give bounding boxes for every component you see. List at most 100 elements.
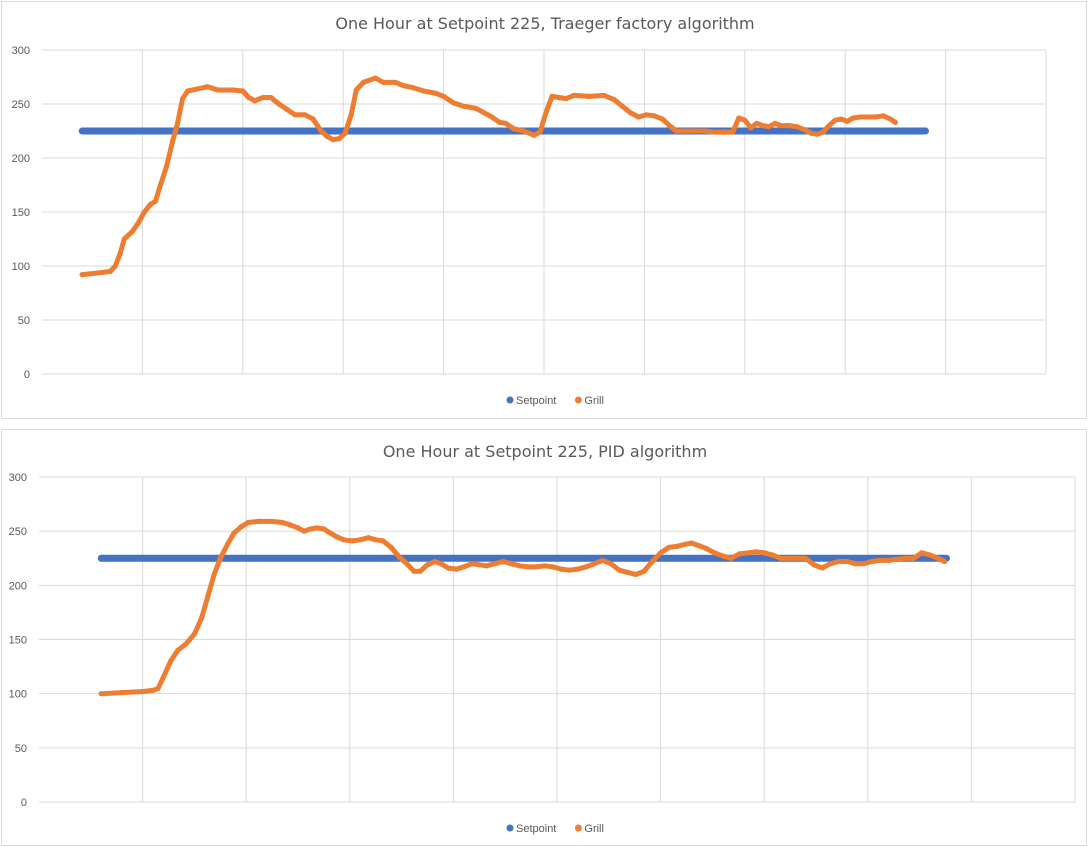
data-point [420,88,427,94]
data-point [152,198,159,204]
data-point [417,568,423,574]
data-point [217,555,223,561]
data-point [627,110,633,116]
data-point [141,209,147,215]
data-point [492,561,498,567]
data-point [827,561,834,567]
data-point [476,562,482,568]
data-point [372,75,378,81]
data-point [481,110,487,116]
data-point [692,128,698,134]
chart-panel-traeger: One Hour at Setpoint 225, Traeger factor… [1,1,1087,419]
data-point [276,101,282,107]
data-point [473,105,479,111]
data-point [872,114,878,120]
data-point [380,79,386,85]
data-point [163,164,170,170]
data-point [438,561,444,567]
data-point [99,269,105,276]
series-grill [98,518,948,697]
data-point [117,250,123,256]
data-point [461,564,467,570]
data-point [484,563,490,569]
data-point [935,555,941,561]
data-point [722,129,728,135]
data-point [342,130,348,136]
data-point [441,93,447,99]
data-point [766,124,772,130]
data-point [941,558,948,565]
data-point [119,690,125,696]
data-point [760,123,766,129]
data-point [811,562,817,568]
data-point [619,103,625,109]
y-tick-label: 50 [15,743,27,755]
data-point [794,555,801,561]
data-point [633,571,639,578]
data-point [349,538,355,544]
data-point [658,550,664,556]
data-point [786,123,792,129]
data-point [542,563,548,569]
legend-label-setpoint: Setpoint [516,395,556,407]
data-point [745,550,751,556]
data-point [728,555,734,561]
data-point [195,86,201,92]
data-point [689,540,695,546]
y-tick-label: 200 [12,153,30,165]
data-point [836,558,842,565]
data-point [850,115,856,121]
data-point [508,561,514,567]
data-point [238,524,244,530]
data-point [511,126,517,132]
data-point [388,544,394,550]
data-point [608,561,614,567]
data-point [360,79,366,85]
data-point [410,85,417,91]
data-point [601,92,607,98]
data-point [211,571,217,578]
data-point [611,97,617,103]
y-tick-label: 300 [9,472,27,484]
legend-marker-setpoint [506,824,514,832]
data-point [269,518,275,524]
data-point [794,124,800,130]
data-point [563,96,569,102]
data-point [169,139,176,145]
data-point [808,130,814,136]
data-point [887,116,894,122]
data-point [712,129,718,135]
data-point [260,94,266,101]
legend-marker-grill [574,824,582,832]
data-point [121,236,127,242]
data-point [302,112,308,118]
data-point [819,565,825,571]
data-point [175,647,181,653]
data-point [673,128,680,134]
data-point [174,120,181,126]
data-point [240,88,246,94]
data-point [769,552,776,558]
data-point [549,93,555,99]
data-point [550,564,556,570]
data-point [649,558,655,565]
data-point [720,553,726,559]
data-point [778,555,784,561]
data-point [754,120,760,126]
data-point [500,558,506,565]
legend-label-grill: Grill [584,395,604,407]
data-point [231,530,237,536]
data-point [246,94,252,101]
chart-title: One Hour at Setpoint 225, Traeger factor… [335,14,754,33]
data-point [185,88,191,94]
data-point [497,119,503,125]
data-point [404,561,410,567]
data-point [183,641,189,647]
data-point [586,93,592,99]
y-tick-label: 50 [18,315,30,327]
data-point [160,674,166,680]
data-point [861,561,867,567]
data-point [256,518,262,524]
data-point [400,83,406,89]
data-point [702,128,708,134]
